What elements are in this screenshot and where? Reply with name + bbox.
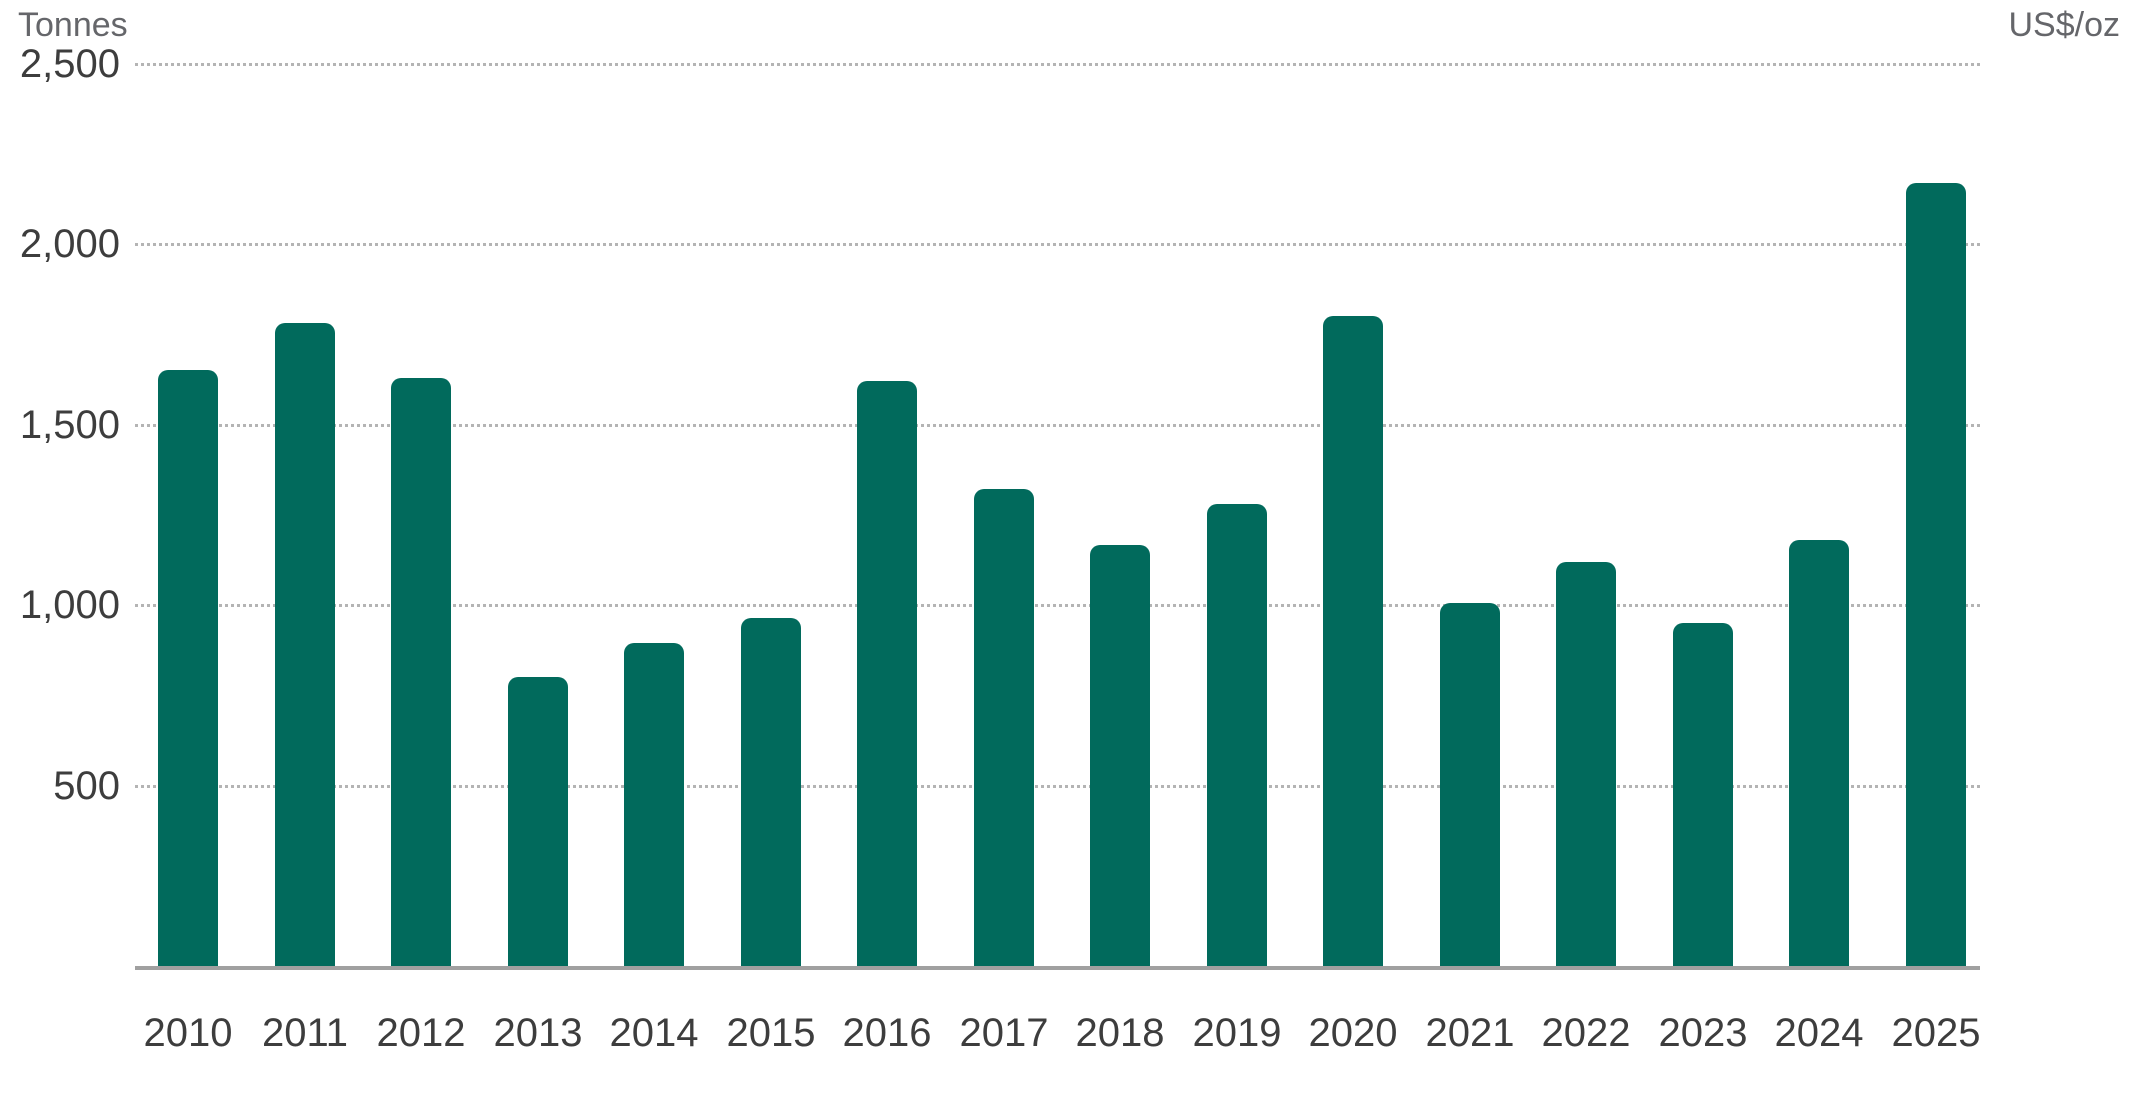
left-axis-title: Tonnes [18, 6, 128, 44]
x-tick-label-2015: 2015 [726, 1011, 816, 1055]
bar-2024[interactable] [1789, 540, 1849, 966]
right-axis-title: US$/oz [2008, 6, 2121, 44]
bar-2020[interactable] [1323, 316, 1383, 966]
x-tick-label-2019: 2019 [1192, 1011, 1282, 1055]
bar-2023[interactable] [1673, 623, 1733, 966]
x-tick-label-2011: 2011 [261, 1011, 348, 1055]
bar-2019[interactable] [1207, 504, 1267, 966]
bar-2018[interactable] [1090, 545, 1150, 966]
bar-2017[interactable] [974, 489, 1034, 966]
x-tick-label-2025: 2025 [1891, 1011, 1981, 1055]
y-tick-label-2500: 2,500 [19, 41, 120, 86]
bar-2015[interactable] [741, 618, 801, 966]
bar-2010[interactable] [158, 370, 218, 966]
bar-2011[interactable] [275, 323, 335, 966]
bar-2025[interactable] [1906, 183, 1966, 966]
bar-2021[interactable] [1440, 603, 1500, 966]
y-tick-label-1000: 1,000 [19, 583, 120, 627]
x-tick-label-2017: 2017 [959, 1011, 1049, 1055]
gridline-500 [135, 784, 1980, 788]
x-tick-label-2024: 2024 [1774, 1011, 1864, 1055]
x-tick-label-2013: 2013 [493, 1011, 583, 1055]
gridline-1500 [135, 423, 1980, 427]
gridline-2000 [135, 243, 1980, 246]
bar-2013[interactable] [508, 677, 568, 966]
x-tick-label-2023: 2023 [1658, 1011, 1748, 1055]
y-tick-label-2000: 2,000 [19, 222, 120, 266]
bar-2016[interactable] [857, 381, 917, 966]
x-tick-label-2016: 2016 [842, 1011, 932, 1055]
x-tick-label-2018: 2018 [1075, 1011, 1165, 1055]
x-tick-label-2021: 2021 [1425, 1011, 1515, 1055]
bar-2014[interactable] [624, 643, 684, 966]
x-axis-baseline [135, 966, 1980, 970]
x-tick-label-2022: 2022 [1541, 1011, 1631, 1055]
bar-2012[interactable] [391, 378, 451, 966]
gridline-1000 [135, 604, 1980, 607]
x-tick-label-2010: 2010 [143, 1011, 233, 1055]
y-tick-label-500: 500 [53, 763, 120, 808]
x-tick-label-2020: 2020 [1308, 1011, 1398, 1055]
x-tick-label-2012: 2012 [376, 1011, 466, 1055]
gridline-2500 [135, 62, 1980, 66]
y-tick-label-1500: 1,500 [19, 402, 120, 447]
x-tick-label-2014: 2014 [609, 1011, 699, 1055]
bar-2022[interactable] [1556, 562, 1616, 966]
